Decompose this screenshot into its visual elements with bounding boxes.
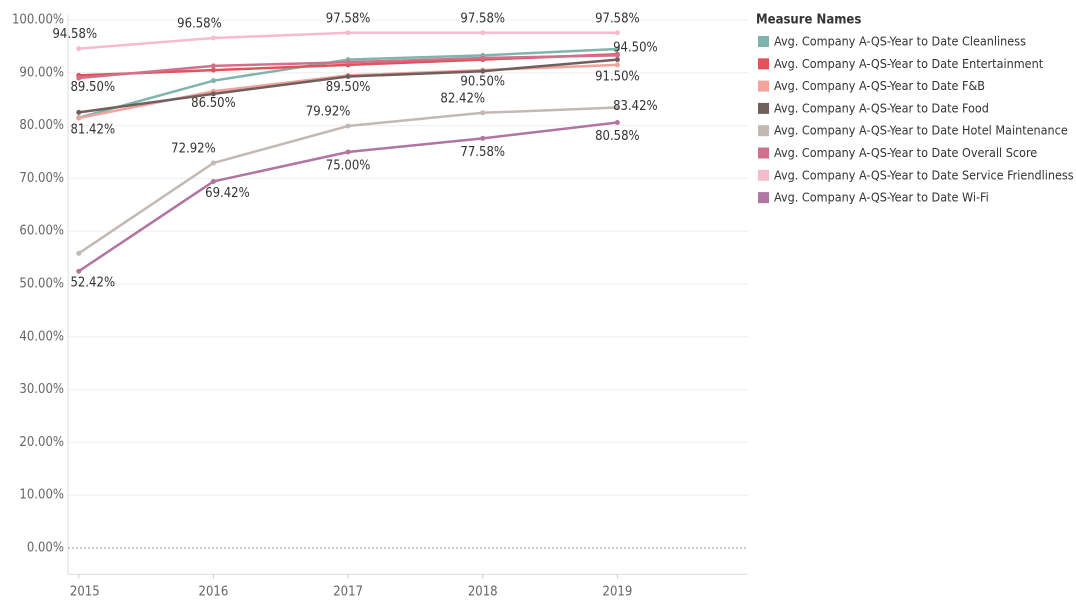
y-tick-label: 80.00% [19, 118, 64, 133]
y-tick-label: 40.00% [19, 329, 64, 344]
point [345, 59, 351, 65]
legend-label: Avg. Company A-QS-Year to Date Hotel Mai… [774, 123, 1068, 138]
data-label: 96.58% [177, 17, 222, 32]
legend-title: Measure Names [756, 13, 861, 28]
y-tick-label: 50.00% [19, 276, 64, 291]
point [614, 62, 620, 68]
point [614, 120, 620, 126]
point [345, 123, 351, 129]
data-label: 90.50% [460, 75, 505, 90]
legend-swatch [758, 147, 769, 159]
data-label: 82.42% [440, 91, 485, 106]
legend-label: Avg. Company A-QS-Year to Date Cleanline… [774, 34, 1026, 49]
x-tick-label: 2016 [199, 585, 229, 600]
y-tick-label: 70.00% [19, 171, 64, 186]
series: 94.50% [76, 41, 658, 121]
y-tick-label: 30.00% [19, 382, 64, 397]
line [78, 121, 618, 273]
point [480, 68, 486, 74]
data-label: 94.58% [52, 27, 97, 42]
data-label: 77.58% [460, 145, 505, 160]
point [76, 250, 82, 256]
data-label: 79.92% [306, 105, 351, 120]
point [480, 55, 486, 61]
legend-label: Avg. Company A-QS-Year to Date Food [774, 100, 989, 115]
data-label: 89.50% [70, 80, 115, 95]
point [210, 63, 216, 69]
legend-swatch [758, 58, 769, 70]
data-label: 94.50% [613, 41, 658, 56]
point [76, 115, 82, 121]
legend-swatch [758, 80, 769, 92]
point [345, 149, 351, 155]
point [480, 30, 486, 36]
point [614, 46, 620, 52]
legend-swatch [758, 192, 769, 204]
series [76, 57, 620, 115]
point [210, 160, 216, 166]
data-label: 81.42% [70, 123, 115, 138]
x-tick-label: 2015 [70, 585, 100, 600]
point [76, 75, 82, 81]
legend-swatch [758, 125, 769, 137]
legend-label: Avg. Company A-QS-Year to Date Entertain… [774, 56, 1044, 71]
legend-label: Avg. Company A-QS-Year to Date Overall S… [774, 145, 1037, 160]
point [76, 109, 82, 115]
point [345, 73, 351, 79]
point [76, 46, 82, 52]
data-label: 80.58% [595, 129, 640, 144]
y-tick-label: 20.00% [19, 435, 64, 450]
data-label: 97.58% [595, 11, 640, 26]
point [210, 91, 216, 97]
series: 52.42% 69.42% 75.00% 77.58% 80.58% [70, 120, 640, 291]
point [614, 30, 620, 36]
legend-label: Avg. Company A-QS-Year to Date F&B [774, 78, 985, 93]
data-label: 89.50% [326, 80, 371, 95]
y-tick-label: 0.00% [27, 540, 64, 555]
series [76, 52, 620, 81]
y-tick-label: 90.00% [19, 65, 64, 80]
point [480, 135, 486, 141]
legend-swatch [758, 36, 769, 47]
y-tick-label: 100.00% [12, 12, 64, 27]
point [210, 67, 216, 73]
point [614, 52, 620, 58]
data-label: 91.50% [595, 69, 640, 84]
legend-label: Avg. Company A-QS-Year to Date Service F… [774, 167, 1074, 182]
x-tick-label: 2019 [603, 585, 633, 600]
data-label: 69.42% [205, 186, 250, 201]
data-label: 72.92% [171, 141, 216, 156]
point [210, 35, 216, 41]
x-tick-label: 2017 [333, 585, 363, 600]
data-label: 75.00% [326, 158, 371, 173]
point [614, 57, 620, 63]
y-tick-label: 60.00% [19, 224, 64, 239]
legend-swatch [758, 169, 769, 181]
point [345, 30, 351, 36]
point [480, 110, 486, 116]
data-label: 52.42% [70, 276, 115, 291]
legend-swatch [758, 102, 769, 114]
data-label: 83.42% [613, 99, 658, 114]
y-tick-label: 10.00% [19, 488, 64, 503]
data-label: 97.58% [326, 11, 371, 26]
series: 94.58% 96.58% 97.58% 97.58% 97.58% [52, 11, 640, 52]
point [210, 178, 216, 184]
series: 72.92% 79.92% 82.42% 83.42% [76, 91, 658, 256]
data-label: 97.58% [460, 11, 505, 26]
x-tick-label: 2018 [468, 585, 498, 600]
legend-label: Avg. Company A-QS-Year to Date Wi-Fi [774, 190, 989, 205]
data-label: 86.50% [191, 96, 236, 111]
point [210, 78, 216, 84]
point [76, 268, 82, 274]
point [614, 105, 620, 111]
